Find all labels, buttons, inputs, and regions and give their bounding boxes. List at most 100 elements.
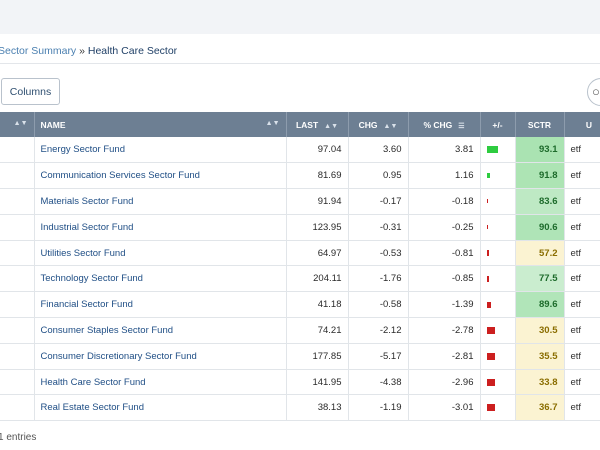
sort-arrows-icon: ▲▼	[265, 120, 280, 127]
row-chg: -4.38	[348, 369, 409, 396]
row-pct-chg: -2.78	[408, 317, 481, 344]
row-chg: -0.53	[348, 240, 409, 267]
row-plusminus	[480, 291, 516, 319]
header-plusminus[interactable]: +/-	[480, 112, 516, 137]
row-u: etf	[564, 240, 600, 267]
row-name[interactable]: Energy Sector Fund	[34, 137, 287, 164]
table-row[interactable]: Real Estate Sector Fund 38.13 -1.19 -3.0…	[0, 394, 600, 422]
row-pct-chg: -1.39	[408, 291, 481, 319]
row-u: etf	[564, 369, 600, 396]
row-plusminus	[480, 137, 516, 164]
header-chg[interactable]: CHG ▲▼	[348, 112, 409, 137]
row-last: 97.04	[286, 137, 349, 164]
row-chg: -0.31	[348, 214, 409, 241]
row-sctr: 57.2	[515, 240, 565, 267]
breadcrumb-current: Health Care Sector	[87, 45, 178, 57]
row-last: 64.97	[286, 240, 349, 267]
header-name-label: NAME	[40, 119, 66, 130]
row-u: etf	[564, 265, 600, 293]
row-name[interactable]: Consumer Discretionary Sector Fund	[34, 343, 287, 370]
row-name[interactable]: Communication Services Sector Fund	[34, 162, 287, 190]
row-name[interactable]: Real Estate Sector Fund	[34, 394, 287, 422]
row-name[interactable]: Financial Sector Fund	[34, 291, 287, 319]
table-row[interactable]: Consumer Discretionary Sector Fund 177.8…	[0, 343, 600, 370]
table-row[interactable]: Utilities Sector Fund 64.97 -0.53 -0.81 …	[0, 240, 600, 267]
row-chg: 0.95	[348, 162, 409, 190]
header-u-label: U	[585, 119, 593, 130]
header-u[interactable]: U	[564, 112, 600, 137]
row-symbol[interactable]	[0, 188, 35, 215]
row-symbol[interactable]	[0, 162, 35, 190]
row-symbol[interactable]	[0, 214, 35, 241]
table-row[interactable]: Health Care Sector Fund 141.95 -4.38 -2.…	[0, 369, 600, 396]
row-last: 141.95	[286, 369, 349, 396]
divider	[0, 63, 600, 64]
sort-desc-icon: ☰	[458, 122, 465, 130]
row-symbol[interactable]	[0, 369, 35, 396]
row-symbol[interactable]	[0, 240, 35, 267]
row-sctr: 89.6	[515, 291, 565, 319]
change-bar	[486, 225, 488, 230]
row-u: etf	[564, 137, 600, 164]
header-chg-label: CHG	[358, 119, 378, 130]
row-plusminus	[480, 265, 516, 293]
row-name[interactable]: Utilities Sector Fund	[34, 240, 287, 267]
change-bar	[486, 146, 498, 154]
header-last[interactable]: LAST ▲▼	[286, 112, 349, 137]
row-plusminus	[480, 162, 516, 190]
search-icon: ○	[592, 84, 600, 99]
header-symbol[interactable]: ▲▼	[0, 112, 35, 137]
change-bar	[486, 250, 489, 257]
change-bar	[486, 275, 489, 282]
breadcrumb-separator: »	[76, 45, 88, 57]
change-bar	[486, 404, 496, 412]
search-button[interactable]: ○	[587, 78, 600, 106]
row-symbol[interactable]	[0, 137, 35, 164]
breadcrumb-sector-summary-link[interactable]: Sector Summary	[0, 45, 77, 57]
row-name[interactable]: Consumer Staples Sector Fund	[34, 317, 287, 344]
row-symbol[interactable]	[0, 343, 35, 370]
table-row[interactable]: Materials Sector Fund 91.94 -0.17 -0.18 …	[0, 188, 600, 215]
table-row[interactable]: Communication Services Sector Fund 81.69…	[0, 162, 600, 190]
row-symbol[interactable]	[0, 317, 35, 344]
row-plusminus	[480, 394, 516, 422]
row-name[interactable]: Materials Sector Fund	[34, 188, 287, 215]
row-symbol[interactable]	[0, 394, 35, 422]
breadcrumb: Sector Summary » Health Care Sector	[0, 45, 177, 57]
sort-arrows-icon: ▲▼	[13, 120, 28, 127]
table-row[interactable]: Energy Sector Fund 97.04 3.60 3.81 93.1 …	[0, 137, 600, 164]
row-last: 81.69	[286, 162, 349, 190]
header-sctr[interactable]: SCTR	[515, 112, 565, 137]
change-bar	[486, 326, 495, 334]
row-pct-chg: -2.96	[408, 369, 481, 396]
table-row[interactable]: Technology Sector Fund 204.11 -1.76 -0.8…	[0, 265, 600, 293]
row-last: 177.85	[286, 343, 349, 370]
table-row[interactable]: Consumer Staples Sector Fund 74.21 -2.12…	[0, 317, 600, 344]
row-sctr: 77.5	[515, 265, 565, 293]
row-pct-chg: -0.81	[408, 240, 481, 267]
row-symbol[interactable]	[0, 265, 35, 293]
row-chg: 3.60	[348, 137, 409, 164]
row-plusminus	[480, 188, 516, 215]
header-name[interactable]: NAME ▲▼	[34, 112, 287, 137]
row-symbol[interactable]	[0, 291, 35, 319]
row-name[interactable]: Health Care Sector Fund	[34, 369, 287, 396]
columns-button[interactable]: Columns	[1, 78, 60, 105]
row-last: 204.11	[286, 265, 349, 293]
top-banner	[0, 0, 600, 34]
header-pct-chg[interactable]: % CHG ☰	[408, 112, 481, 137]
row-plusminus	[480, 369, 516, 396]
row-chg: -0.58	[348, 291, 409, 319]
row-chg: -1.76	[348, 265, 409, 293]
row-name[interactable]: Industrial Sector Fund	[34, 214, 287, 241]
row-name[interactable]: Technology Sector Fund	[34, 265, 287, 293]
header-pct-chg-label: % CHG	[423, 119, 453, 130]
row-sctr: 36.7	[515, 394, 565, 422]
row-sctr: 93.1	[515, 137, 565, 164]
table-row[interactable]: Financial Sector Fund 41.18 -0.58 -1.39 …	[0, 291, 600, 319]
table-row[interactable]: Industrial Sector Fund 123.95 -0.31 -0.2…	[0, 214, 600, 241]
row-last: 38.13	[286, 394, 349, 422]
row-plusminus	[480, 343, 516, 370]
row-pct-chg: -0.85	[408, 265, 481, 293]
row-last: 123.95	[286, 214, 349, 241]
